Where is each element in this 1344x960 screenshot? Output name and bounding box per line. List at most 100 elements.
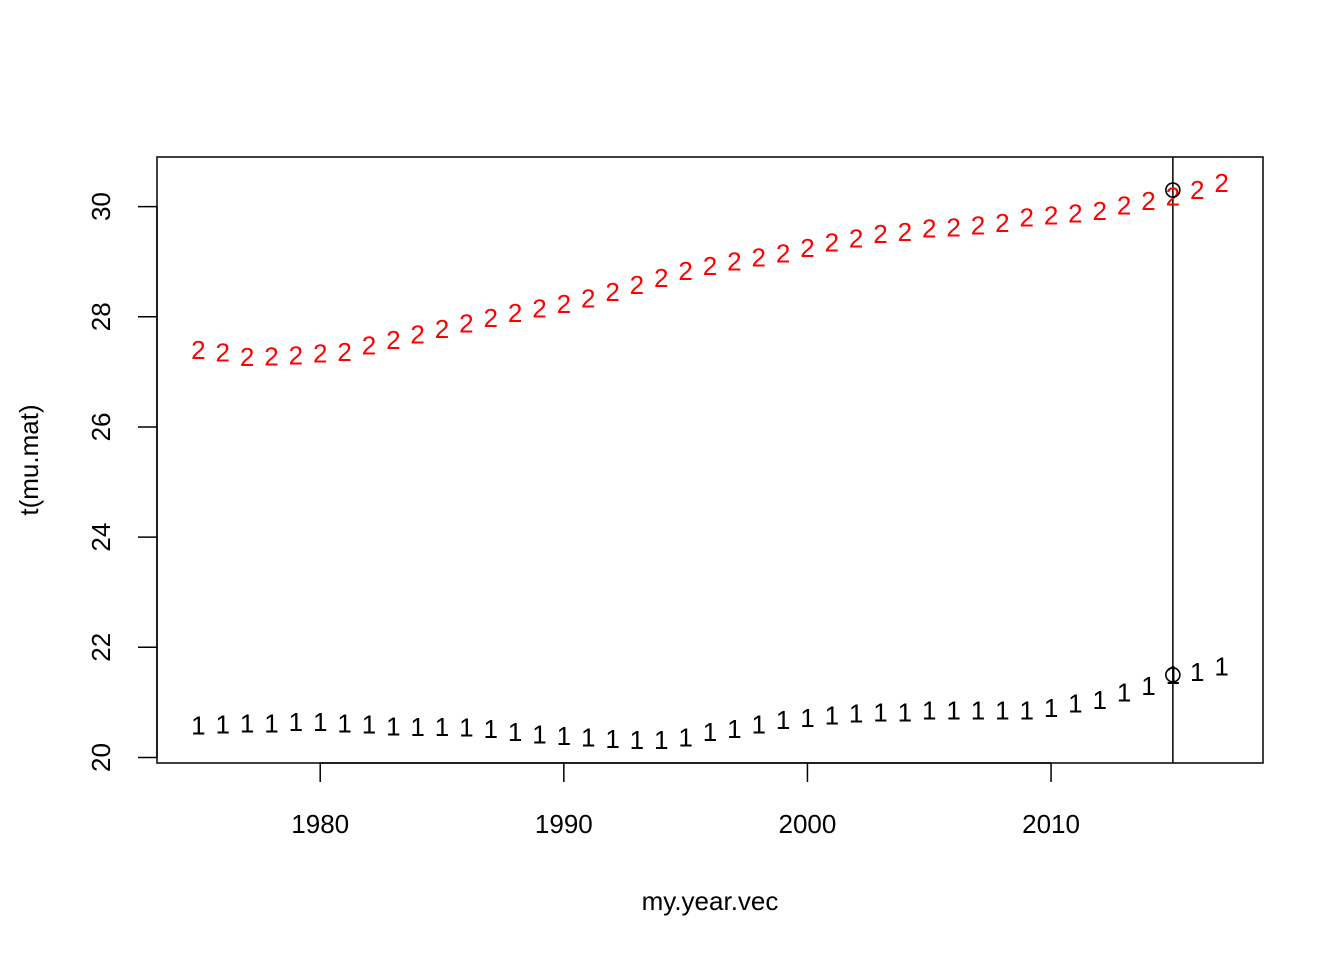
series-2-point: 2 bbox=[557, 289, 571, 319]
series-1-point: 1 bbox=[313, 707, 327, 737]
x-axis-label: my.year.vec bbox=[642, 886, 779, 916]
series-2-point: 2 bbox=[337, 337, 351, 367]
series-2-point: 2 bbox=[313, 339, 327, 369]
y-tick-label: 26 bbox=[86, 412, 116, 441]
series-2-point: 2 bbox=[216, 338, 230, 368]
series-1-point: 1 bbox=[654, 725, 668, 755]
series-1-point: 1 bbox=[557, 721, 571, 751]
series-2-point: 2 bbox=[751, 242, 765, 272]
series-2-point: 2 bbox=[191, 335, 205, 365]
series-2-point: 2 bbox=[825, 227, 839, 257]
highlight-circle bbox=[1165, 667, 1181, 683]
series-2-point: 2 bbox=[727, 247, 741, 277]
series-2-point: 2 bbox=[605, 277, 619, 307]
series-2-point: 2 bbox=[995, 208, 1009, 238]
series-2-point: 2 bbox=[630, 270, 644, 300]
series-1-point: 1 bbox=[240, 708, 254, 738]
series-1-point: 1 bbox=[532, 719, 546, 749]
series-2-point: 2 bbox=[1214, 168, 1228, 198]
series-1-point: 1 bbox=[484, 714, 498, 744]
series-2-point: 2 bbox=[898, 217, 912, 247]
series-2-point: 2 bbox=[703, 251, 717, 281]
series-2-point: 2 bbox=[1117, 190, 1131, 220]
x-axis: 1980 1990 2000 2010 bbox=[291, 762, 1080, 839]
series-2-point: 2 bbox=[264, 341, 278, 371]
series-1-point: 1 bbox=[386, 712, 400, 742]
series-1-point: 1 bbox=[605, 724, 619, 754]
series-1-point: 1 bbox=[898, 697, 912, 727]
y-tick-label: 20 bbox=[86, 743, 116, 772]
series-1-point: 1 bbox=[1117, 677, 1131, 707]
series-2-point: 2 bbox=[922, 214, 936, 244]
y-tick-label: 22 bbox=[86, 633, 116, 662]
series-1-point: 1 bbox=[264, 708, 278, 738]
series-1-point: 1 bbox=[776, 705, 790, 735]
y-axis-label: t(mu.mat) bbox=[14, 404, 44, 515]
series-1-point: 1 bbox=[922, 696, 936, 726]
series-2-point: 2 bbox=[410, 319, 424, 349]
series-1-point: 1 bbox=[995, 696, 1009, 726]
series-1-point: 1 bbox=[459, 713, 473, 743]
series-2-point: 2 bbox=[289, 340, 303, 370]
series-1-point: 1 bbox=[410, 712, 424, 742]
x-tick-label: 1990 bbox=[535, 809, 593, 839]
y-axis: 20 22 24 26 28 30 bbox=[86, 192, 158, 772]
series-2-point: 2 bbox=[1093, 196, 1107, 226]
series-2-point: 2 bbox=[386, 325, 400, 355]
series-1-point: 1 bbox=[289, 707, 303, 737]
plot-frame bbox=[156, 156, 1264, 764]
series-1-point: 1 bbox=[216, 709, 230, 739]
series-2-point: 2 bbox=[362, 330, 376, 360]
series-2-point: 2 bbox=[873, 219, 887, 249]
series-1-point: 1 bbox=[362, 709, 376, 739]
series-1-point: 1 bbox=[581, 723, 595, 753]
series-1-point: 1 bbox=[971, 696, 985, 726]
series-1-point: 1 bbox=[703, 717, 717, 747]
series-2-point: 2 bbox=[776, 238, 790, 268]
series-2-point: 2 bbox=[971, 210, 985, 240]
series-2-point: 2 bbox=[532, 294, 546, 324]
series-2-point: 2 bbox=[435, 314, 449, 344]
series-1-point: 1 bbox=[630, 725, 644, 755]
series-2-point: 2 bbox=[581, 284, 595, 314]
series-2-point: 2 bbox=[240, 342, 254, 372]
series-2-point: 2 bbox=[1044, 200, 1058, 230]
series-1-point: 1 bbox=[435, 712, 449, 742]
series-2-point: 2 bbox=[459, 308, 473, 338]
series-2-point: 2 bbox=[1190, 175, 1204, 205]
series-2-point: 2 bbox=[484, 303, 498, 333]
series-2-point: 2 bbox=[1141, 186, 1155, 216]
series-2-point: 2 bbox=[946, 213, 960, 243]
series-1-point: 1 bbox=[678, 723, 692, 753]
series-1-point: 1 bbox=[873, 697, 887, 727]
series-1-point: 1 bbox=[1214, 652, 1228, 682]
series-2-point: 2 bbox=[508, 298, 522, 328]
series-1-point: 1 bbox=[1166, 660, 1180, 690]
series-2-point: 2 bbox=[654, 263, 668, 293]
x-tick-label: 2000 bbox=[779, 809, 837, 839]
series-1-point: 1 bbox=[849, 698, 863, 728]
series-1-point: 1 bbox=[508, 717, 522, 747]
series-1-point: 1 bbox=[946, 696, 960, 726]
highlight-circle bbox=[1165, 182, 1181, 198]
series-1-point: 1 bbox=[337, 708, 351, 738]
y-tick-label: 30 bbox=[86, 192, 116, 221]
series-1-point: 1 bbox=[751, 709, 765, 739]
series-1-point: 1 bbox=[1093, 685, 1107, 715]
series-1-point: 1 bbox=[825, 701, 839, 731]
series-1-point: 1 bbox=[1190, 657, 1204, 687]
series-2-point: 2 bbox=[1019, 203, 1033, 233]
series-1-point: 1 bbox=[1068, 689, 1082, 719]
series-1-point: 1 bbox=[1141, 671, 1155, 701]
series-2-point: 2 bbox=[800, 233, 814, 263]
series-1-point: 1 bbox=[727, 714, 741, 744]
series-1-point: 1 bbox=[1019, 696, 1033, 726]
y-tick-label: 28 bbox=[86, 302, 116, 331]
series-1-point: 1 bbox=[800, 703, 814, 733]
series-1-point: 1 bbox=[1044, 693, 1058, 723]
y-tick-label: 24 bbox=[86, 523, 116, 552]
series-2-point: 2 bbox=[678, 256, 692, 286]
series-1-point: 1 bbox=[191, 711, 205, 741]
